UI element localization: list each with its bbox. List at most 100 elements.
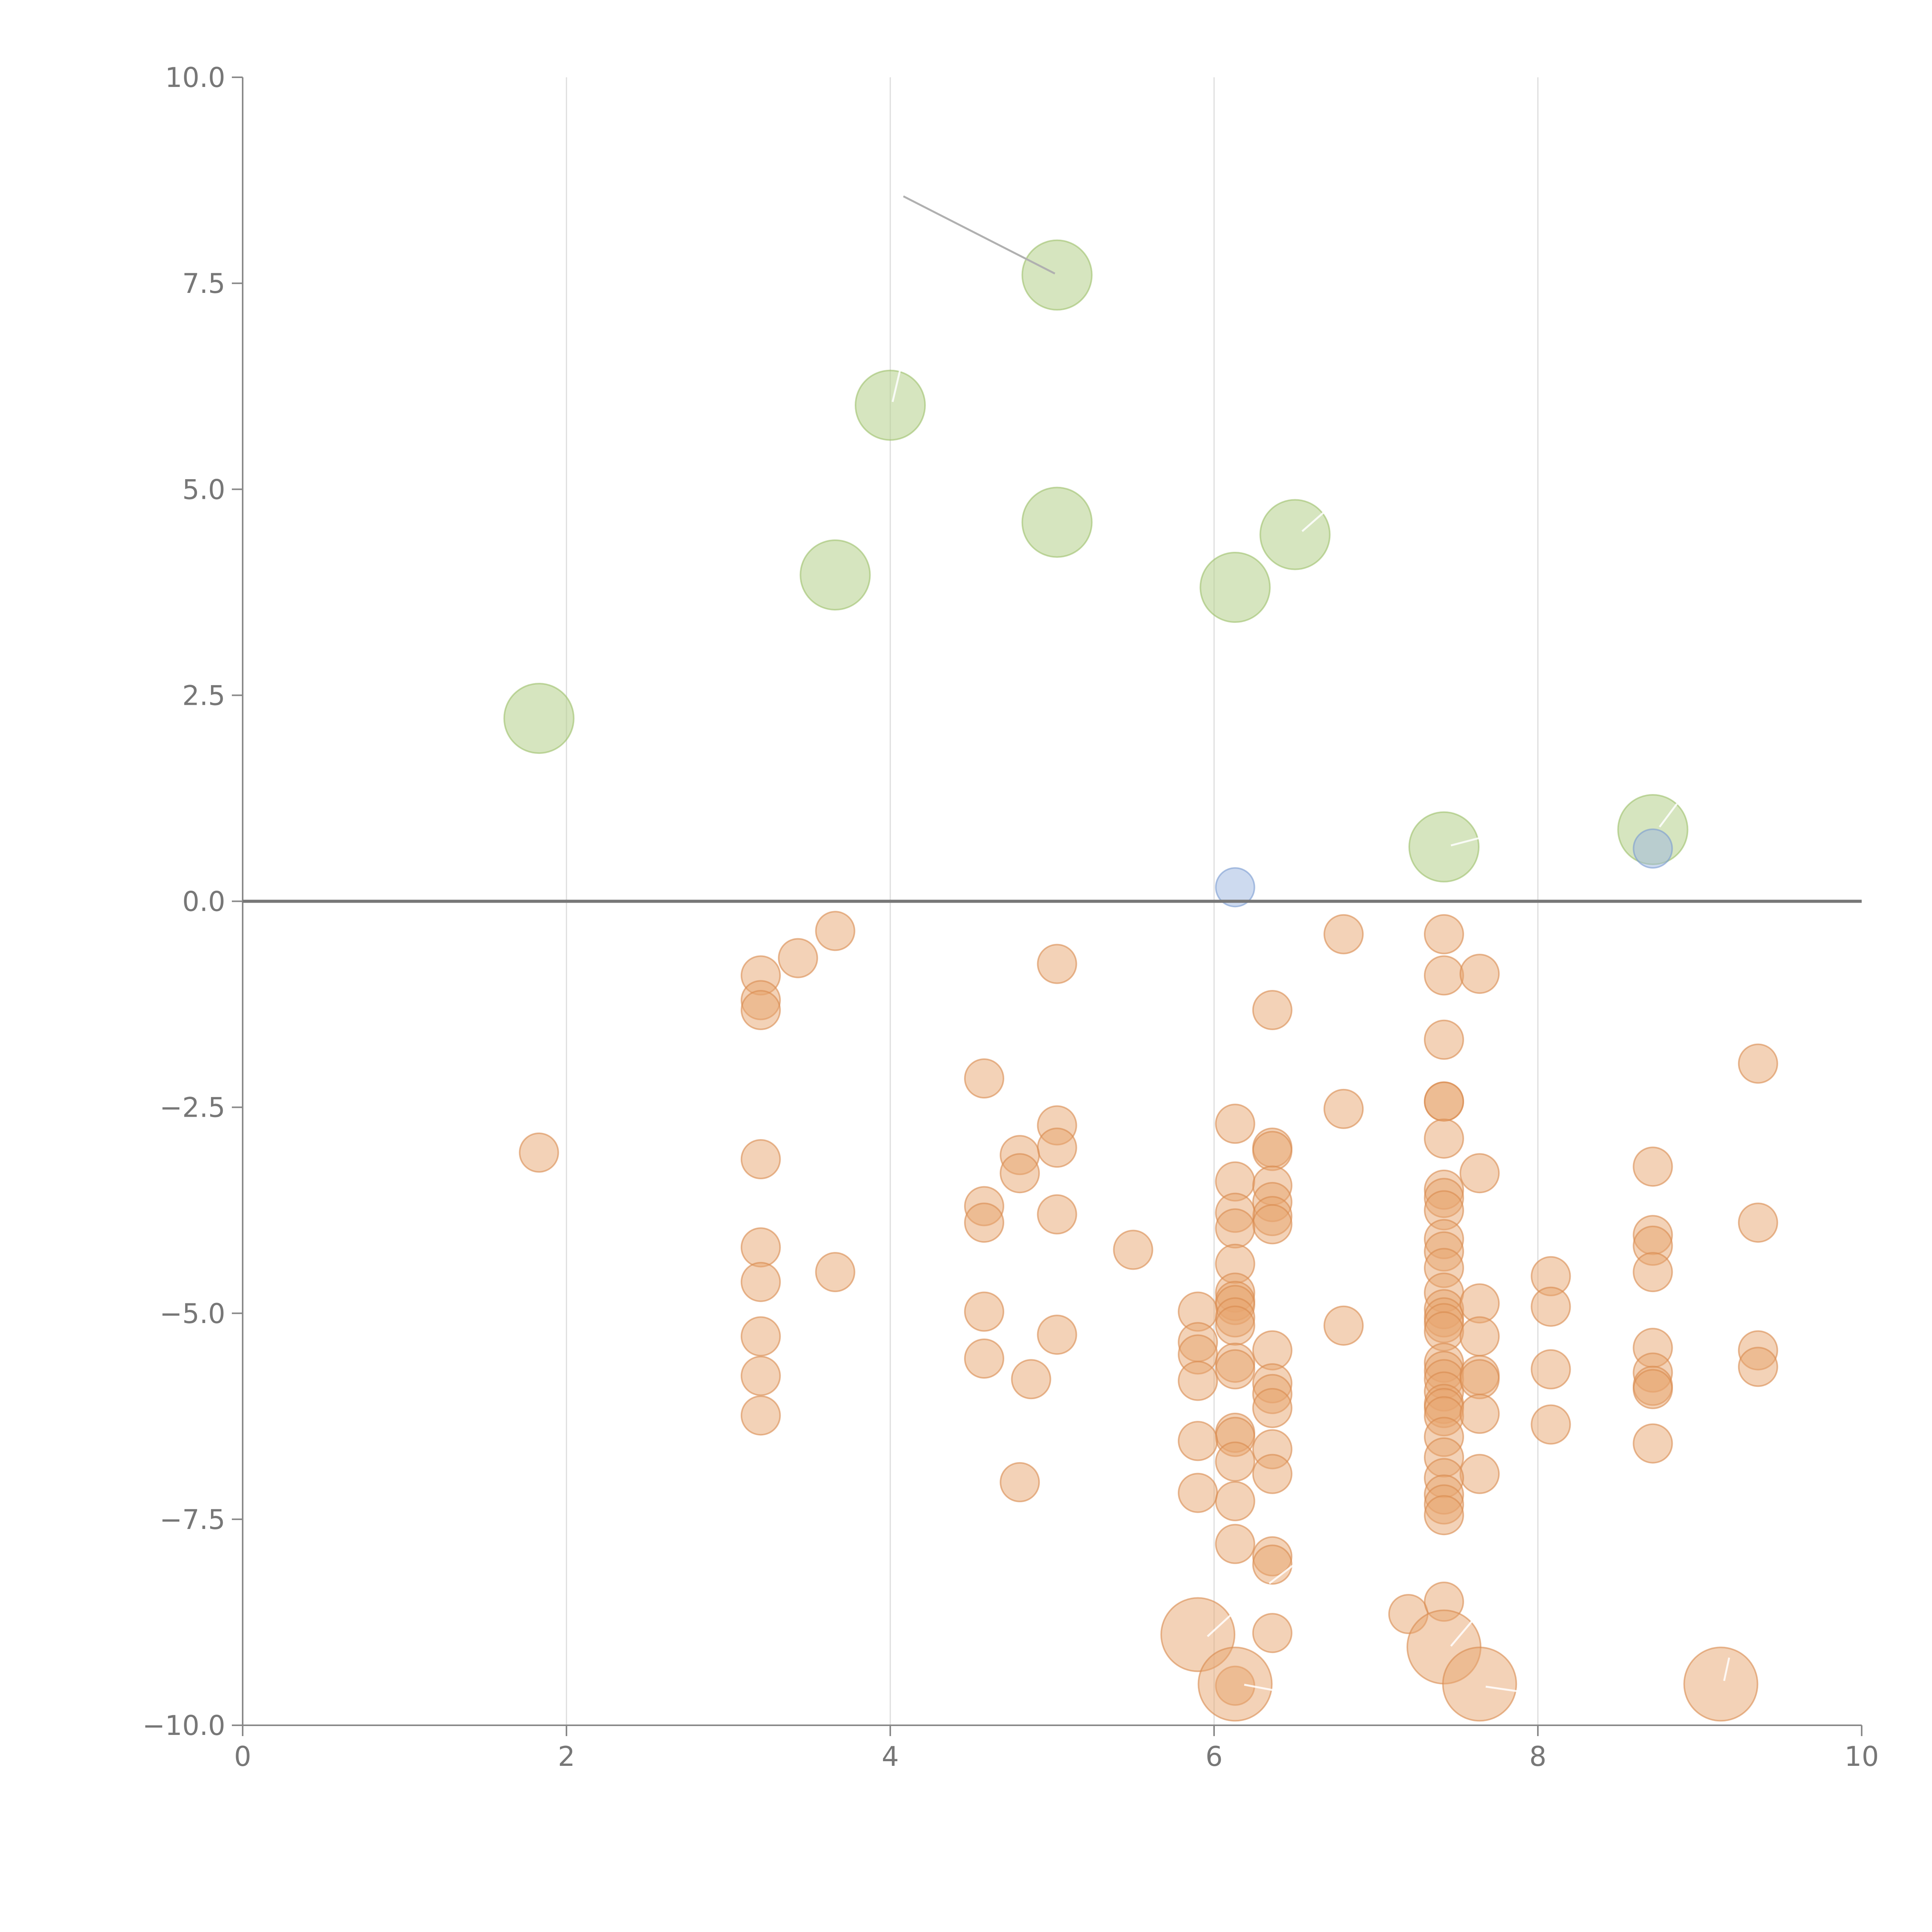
- point-green-5: [1259, 499, 1331, 570]
- point-orange-26: [1424, 1118, 1464, 1159]
- point-green-2: [1021, 486, 1093, 558]
- x-tick-label: 2: [558, 1741, 575, 1772]
- point-orange-40: [964, 1202, 1004, 1243]
- point-orange-17: [1037, 1128, 1077, 1168]
- point-orange-11: [1424, 1019, 1464, 1060]
- point-orange-67: [964, 1291, 1004, 1332]
- point-orange-54: [1531, 1286, 1571, 1327]
- leader-line: [1269, 1564, 1294, 1584]
- point-orange-23: [1323, 1088, 1364, 1129]
- leader-line: [1450, 1620, 1473, 1647]
- y-tick-label: −2.5: [160, 1092, 225, 1124]
- point-green-6: [503, 683, 575, 754]
- point-orange-78: [1215, 1349, 1255, 1389]
- y-tick-label: 7.5: [182, 268, 225, 299]
- point-orange-131: [1442, 1646, 1517, 1722]
- point-orange-35: [1215, 1208, 1255, 1249]
- leader-line: [1244, 1684, 1276, 1692]
- point-orange-71: [1037, 1315, 1077, 1355]
- point-orange-44: [740, 1262, 781, 1302]
- y-tick-label: −5.0: [160, 1298, 225, 1330]
- point-blue-0: [1215, 867, 1255, 908]
- point-orange-111: [1215, 1441, 1255, 1482]
- leader-line: [891, 369, 901, 402]
- point-orange-51: [1633, 1252, 1673, 1293]
- point-green-3: [799, 539, 871, 611]
- point-orange-9: [1459, 954, 1500, 994]
- point-orange-12: [1738, 1043, 1778, 1084]
- point-orange-93: [1011, 1359, 1051, 1400]
- point-orange-113: [1459, 1454, 1500, 1494]
- point-orange-70: [740, 1316, 781, 1357]
- y-tick-label: 2.5: [182, 680, 225, 711]
- point-green-1: [855, 369, 926, 441]
- leader-line: [1301, 509, 1328, 532]
- y-tick-label: 5.0: [182, 474, 225, 505]
- point-orange-126: [1252, 1613, 1293, 1653]
- point-orange-19: [1000, 1153, 1040, 1194]
- point-orange-121: [1215, 1524, 1255, 1564]
- point-orange-75: [964, 1338, 1004, 1379]
- point-orange-13: [964, 1058, 1004, 1099]
- point-orange-102: [1459, 1393, 1500, 1434]
- point-orange-123: [1252, 1544, 1293, 1585]
- point-orange-15: [740, 1139, 781, 1179]
- point-orange-25: [1424, 1081, 1464, 1122]
- leader-line: [903, 195, 1056, 275]
- point-orange-14: [519, 1132, 559, 1173]
- axes: 10.0 7.5 5.0 2.5 0.0 −2.5 −5.0 −7.5 −10.0 0 2 4 6 8 10: [142, 62, 1879, 1772]
- point-orange-33: [1252, 1204, 1293, 1245]
- data-points: [503, 239, 1778, 1722]
- point-orange-8: [1424, 955, 1464, 996]
- point-orange-6: [1323, 914, 1364, 954]
- x-tick-label: 10: [1844, 1741, 1879, 1772]
- x-tick-label: 8: [1529, 1741, 1547, 1772]
- point-orange-20: [1215, 1104, 1255, 1144]
- point-orange-42: [1113, 1230, 1153, 1270]
- point-orange-103: [1531, 1404, 1571, 1445]
- y-tick-label: 10.0: [165, 62, 225, 94]
- leader-line: [1659, 803, 1678, 828]
- point-orange-0: [815, 911, 855, 951]
- point-orange-91: [1738, 1347, 1778, 1387]
- point-orange-43: [740, 1227, 781, 1268]
- leader-line: [1485, 1685, 1521, 1693]
- x-tick-label: 6: [1206, 1741, 1223, 1772]
- point-green-0: [1021, 239, 1093, 311]
- leader-line: [1207, 1614, 1231, 1637]
- point-blue-1: [1633, 828, 1673, 869]
- point-orange-41: [1037, 1194, 1077, 1235]
- point-green-7: [1408, 811, 1480, 883]
- label-leaders: [891, 195, 1730, 1693]
- x-tick-label: 4: [882, 1741, 899, 1772]
- point-orange-72: [1459, 1316, 1500, 1357]
- point-orange-4: [740, 990, 781, 1030]
- point-orange-69: [1323, 1305, 1364, 1346]
- point-orange-94: [1178, 1361, 1218, 1401]
- point-orange-132: [1683, 1646, 1759, 1722]
- y-tick-label: 0.0: [182, 886, 225, 918]
- point-orange-92: [740, 1355, 781, 1396]
- point-orange-100: [1252, 1388, 1293, 1428]
- point-orange-101: [740, 1395, 781, 1436]
- point-orange-112: [1252, 1454, 1293, 1494]
- point-orange-60: [1215, 1305, 1255, 1346]
- point-orange-1: [778, 938, 818, 978]
- point-orange-120: [1215, 1481, 1255, 1521]
- point-orange-22: [1252, 1131, 1293, 1171]
- point-orange-129: [1197, 1646, 1273, 1722]
- point-orange-45: [815, 1252, 855, 1293]
- point-orange-110: [1633, 1423, 1673, 1464]
- y-tick-label: −10.0: [142, 1710, 225, 1742]
- leader-line: [1723, 1657, 1730, 1681]
- x-tick-label: 0: [234, 1741, 252, 1772]
- point-orange-10: [1252, 990, 1293, 1030]
- leader-line: [1451, 830, 1507, 847]
- point-orange-106: [1178, 1421, 1218, 1461]
- point-orange-114: [1000, 1462, 1040, 1502]
- point-orange-85: [1531, 1349, 1571, 1389]
- point-orange-28: [1633, 1146, 1673, 1187]
- point-orange-119: [1424, 1495, 1464, 1536]
- point-green-4: [1199, 552, 1271, 623]
